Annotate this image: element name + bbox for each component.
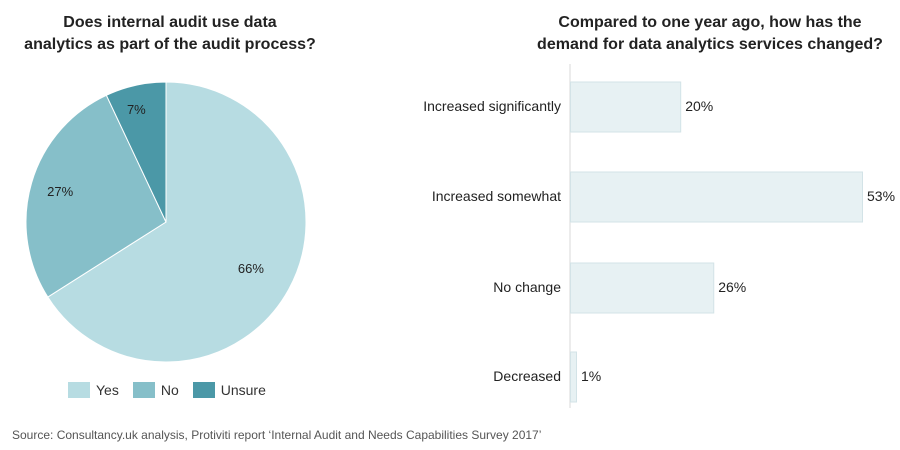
pie-value-label-yes: 66% [237, 261, 264, 277]
legend-swatch-unsure [192, 382, 215, 398]
pie-slice-unsure [105, 81, 167, 223]
legend-swatch-yes [68, 382, 90, 398]
bar-chart [569, 64, 863, 408]
pie-value-label-no: 27% [47, 183, 74, 199]
bar-category-label: Increased somewhat [431, 188, 561, 204]
pie-title-line-1: Does internal audit use data [63, 14, 277, 31]
bar-increased-somewhat [570, 171, 863, 223]
bar-value-label: 20% [685, 98, 714, 114]
bar-title-line-2: demand for data analytics services chang… [537, 36, 883, 53]
bar-value-label: 26% [718, 279, 747, 295]
bar-value-label: 53% [867, 188, 896, 204]
bar-no-change [570, 262, 715, 314]
pie-legend: Yes No Unsure [68, 382, 280, 398]
legend-item-yes: Yes [68, 382, 119, 398]
bar-increased-significantly [570, 81, 682, 133]
pie-value-label-unsure: 7% [126, 101, 146, 117]
bar-category-label: Increased significantly [423, 98, 561, 114]
pie-slice-no [25, 94, 167, 298]
legend-item-unsure: Unsure [192, 382, 266, 398]
pie-chart [25, 81, 307, 363]
legend-label-yes: Yes [96, 382, 119, 398]
legend-item-no: No [132, 382, 179, 398]
pie-slice-yes [47, 81, 307, 363]
bar-chart-title: Compared to one year ago, how has the de… [520, 12, 900, 56]
bar-category-label: No change [493, 279, 561, 295]
source-note: Source: Consultancy.uk analysis, Protivi… [12, 428, 542, 442]
bar-title-line-1: Compared to one year ago, how has the [558, 14, 862, 31]
bar-value-label: 1% [581, 368, 602, 384]
bar-category-label: Decreased [493, 368, 561, 384]
legend-label-no: No [160, 382, 179, 398]
pie-title-line-2: analytics as part of the audit process? [24, 36, 316, 53]
pie-chart-title: Does internal audit use data analytics a… [0, 12, 340, 56]
legend-swatch-no [132, 382, 155, 398]
legend-label-unsure: Unsure [220, 382, 266, 398]
bar-decreased [570, 351, 577, 403]
